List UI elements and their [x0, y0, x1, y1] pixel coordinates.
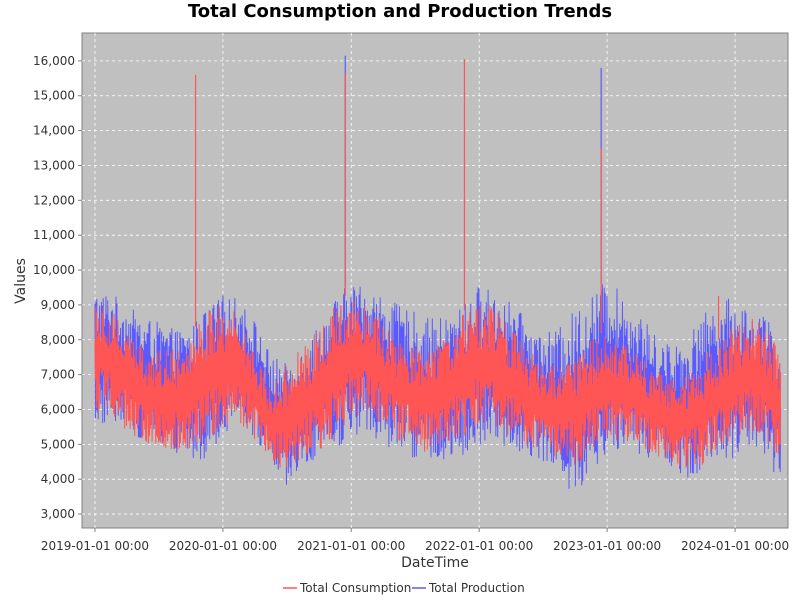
- x-tick-label: 2020-01-01 00:00: [169, 539, 277, 553]
- plot-area: [81, 32, 789, 529]
- legend-label: Total Consumption: [299, 581, 411, 595]
- x-tick-label: 2021-01-01 00:00: [297, 539, 405, 553]
- y-tick-label: 5,000: [41, 437, 75, 451]
- y-tick-label: 16,000: [33, 54, 75, 68]
- y-tick-label: 15,000: [33, 89, 75, 103]
- chart-title: Total Consumption and Production Trends: [188, 1, 612, 22]
- x-axis-ticks: 2019-01-01 00:00 2020-01-01 00:00 2021-01-…: [41, 528, 789, 553]
- series-group: [94, 55, 782, 489]
- y-tick-label: 7,000: [41, 368, 75, 382]
- y-tick-label: 10,000: [33, 263, 75, 277]
- y-tick-label: 9,000: [41, 298, 75, 312]
- x-axis-label: DateTime: [401, 555, 469, 571]
- x-tick-label: 2024-01-01 00:00: [681, 539, 789, 553]
- y-tick-label: 11,000: [33, 228, 75, 242]
- series-line-total-consumption: [94, 300, 782, 468]
- y-tick-label: 4,000: [41, 472, 75, 486]
- y-tick-label: 6,000: [41, 402, 75, 416]
- y-tick-label: 3,000: [41, 507, 75, 521]
- y-axis-ticks: 3,000 4,000 5,000 6,000 7,000 8,000 9,000 10,00…: [33, 54, 82, 521]
- x-tick-label: 2019-01-01 00:00: [41, 539, 149, 553]
- legend: Total Consumption Total Production: [283, 581, 525, 595]
- legend-label: Total Production: [428, 581, 525, 595]
- y-tick-label: 12,000: [33, 193, 75, 207]
- y-tick-label: 8,000: [41, 333, 75, 347]
- y-tick-label: 13,000: [33, 158, 75, 172]
- y-tick-label: 14,000: [33, 124, 75, 138]
- x-tick-label: 2022-01-01 00:00: [425, 539, 533, 553]
- y-axis-label: Values: [13, 258, 29, 304]
- x-tick-label: 2023-01-01 00:00: [553, 539, 661, 553]
